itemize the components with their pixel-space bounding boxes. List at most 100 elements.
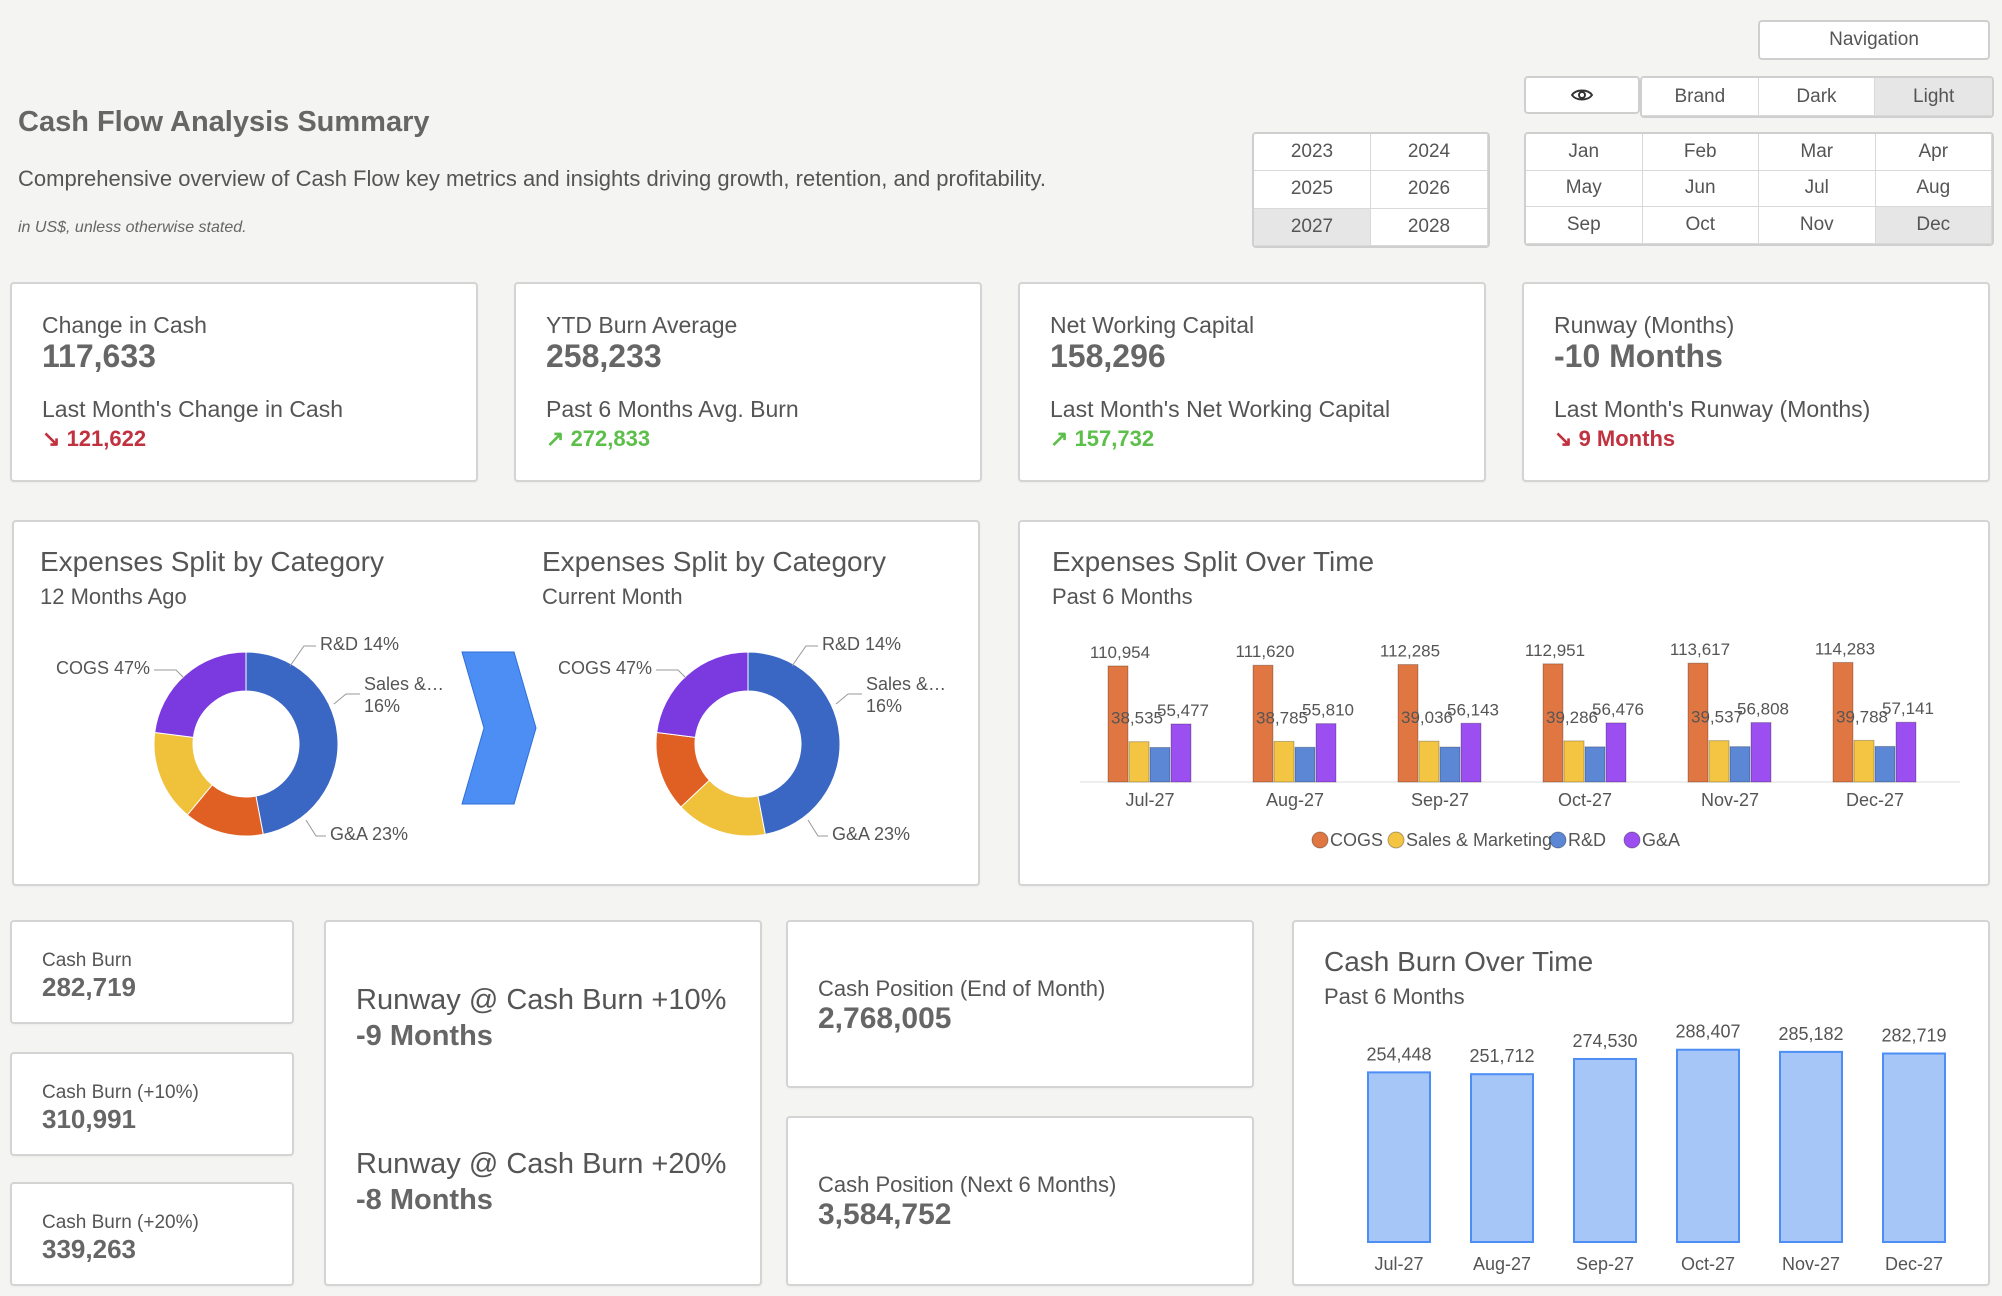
kpi-card-change-in-cash: Change in Cash 117,633 Last Month's Chan… [10,282,478,482]
cash-burn-plus20-label: Cash Burn (+20%) [42,1212,199,1233]
runway-plus20-value: -8 Months [356,1184,493,1216]
slice-label: G&A 23% [832,824,910,844]
month-jul-button[interactable]: Jul [1759,170,1876,208]
month-dec-button[interactable]: Dec [1875,207,1992,244]
kpi-delta: ↗ 272,833 [546,426,651,451]
kpi-label: Net Working Capital [1050,312,1255,338]
legend-swatch [1549,831,1567,849]
year-2027-button[interactable]: 2027 [1254,208,1371,246]
bar [1573,1057,1637,1243]
year-2024-button[interactable]: 2024 [1371,134,1488,172]
cash-burn-over-time-chart: 254,448 Jul-27 251,712 Aug-27 274,530 Sep-27 2… [1366,1022,1946,1274]
cash-burn-card: Cash Burn 282,719 [10,920,294,1024]
slice-label: 16% [866,696,902,716]
data-label: 288,407 [1675,1022,1740,1042]
leader-line [305,819,326,837]
slice-label: R&D 14% [822,634,901,654]
expenses-split-left-title: Expenses Split by Category [40,546,384,577]
bar [1676,1048,1740,1243]
month-oct-button[interactable]: Oct [1642,207,1759,244]
x-tick-label: Dec-27 [1846,790,1904,810]
bar [1460,722,1482,783]
donut-slice [747,651,841,835]
month-apr-button[interactable]: Apr [1875,134,1992,171]
x-tick-label: Oct-27 [1681,1254,1735,1274]
month-jan-button[interactable]: Jan [1526,134,1643,171]
bar [1605,722,1627,783]
expenses-split-card: Expenses Split by Category 12 Months Ago… [12,520,980,886]
slice-label: Sales &… [866,674,946,694]
legend-label: G&A [1642,830,1680,850]
year-2028-button[interactable]: 2028 [1371,208,1488,246]
month-feb-button[interactable]: Feb [1642,134,1759,171]
data-label: 56,808 [1737,700,1789,719]
trend-down-icon: ↘ [42,426,61,451]
legend-swatch [1311,831,1329,849]
bar [1273,740,1295,783]
month-jun-button[interactable]: Jun [1642,170,1759,208]
data-label: 110,954 [1090,643,1150,662]
eye-icon [1571,89,1593,101]
theme-brand-button[interactable]: Brand [1642,78,1759,116]
data-label: 113,617 [1670,640,1730,659]
page-subtitle: Comprehensive overview of Cash Flow key … [18,166,1046,191]
expenses-donut-charts: COGS 47% R&D 14% Sales &…16% G&A 23% COGS 4… [56,634,946,844]
donut-slice [245,651,339,835]
data-label: 39,788 [1836,707,1888,726]
year-2025-button[interactable]: 2025 [1254,171,1371,209]
kpi-sub-label: Last Month's Change in Cash [42,396,344,422]
kpi-label: Runway (Months) [1554,312,1735,338]
month-aug-button[interactable]: Aug [1875,170,1992,208]
month-nov-button[interactable]: Nov [1759,207,1876,244]
x-tick-label: Aug-27 [1266,790,1324,810]
kpi-label: YTD Burn Average [546,312,738,338]
data-label: 251,712 [1469,1046,1534,1066]
x-tick-label: Sep-27 [1576,1254,1634,1274]
slice-label: COGS 47% [558,658,652,678]
cash-burn-label: Cash Burn [42,950,132,971]
bar [1853,739,1875,783]
bar [1729,746,1751,783]
kpi-sub-label: Last Month's Net Working Capital [1050,396,1391,422]
x-tick-label: Nov-27 [1701,790,1759,810]
month-mar-button[interactable]: Mar [1759,134,1876,171]
leader-line [289,645,316,667]
year-2023-button[interactable]: 2023 [1254,134,1371,172]
cash-position-eom-value: 2,768,005 [818,1002,952,1035]
visibility-toggle-button[interactable] [1524,76,1640,114]
kpi-label: Change in Cash [42,312,207,338]
bar [1252,664,1274,783]
bar [1367,1071,1431,1243]
bar [1832,661,1854,783]
kpi-delta: ↗ 157,732 [1050,426,1155,451]
theme-dark-button[interactable]: Dark [1758,78,1876,116]
donut-chart-current-month: COGS 47% R&D 14% Sales &…16% G&A 23% [558,634,946,844]
data-label: 254,448 [1366,1044,1431,1064]
slice-label: COGS 47% [56,658,150,678]
cash-burn-plus20-card: Cash Burn (+20%) 339,263 [10,1182,294,1286]
cash-position-eom-card: Cash Position (End of Month) 2,768,005 [786,920,1254,1088]
bar [1170,723,1192,783]
navigation-button[interactable]: Navigation [1758,20,1990,60]
data-label: 282,719 [1881,1026,1946,1046]
month-may-button[interactable]: May [1526,170,1643,208]
year-2026-button[interactable]: 2026 [1371,171,1488,209]
kpi-sub-label: Last Month's Runway (Months) [1554,396,1871,422]
slice-label: R&D 14% [320,634,399,654]
bar [1779,1050,1843,1243]
theme-light-button[interactable]: Light [1875,78,1992,116]
x-tick-label: Aug-27 [1473,1254,1531,1274]
data-label: 55,810 [1302,701,1354,720]
donut-slice [154,651,247,738]
year-selector: 2023 2024 2025 2026 2027 2028 [1252,132,1490,248]
data-label: 112,285 [1380,642,1440,661]
trend-down-icon: ↘ [1554,426,1573,451]
slice-label: G&A 23% [330,824,408,844]
month-sep-button[interactable]: Sep [1526,207,1643,244]
theme-selector: Brand Dark Light [1640,76,1994,118]
bar [1750,722,1772,783]
bar [1439,746,1461,783]
cash-position-next6-card: Cash Position (Next 6 Months) 3,584,752 [786,1116,1254,1286]
kpi-value: 258,233 [546,338,662,374]
